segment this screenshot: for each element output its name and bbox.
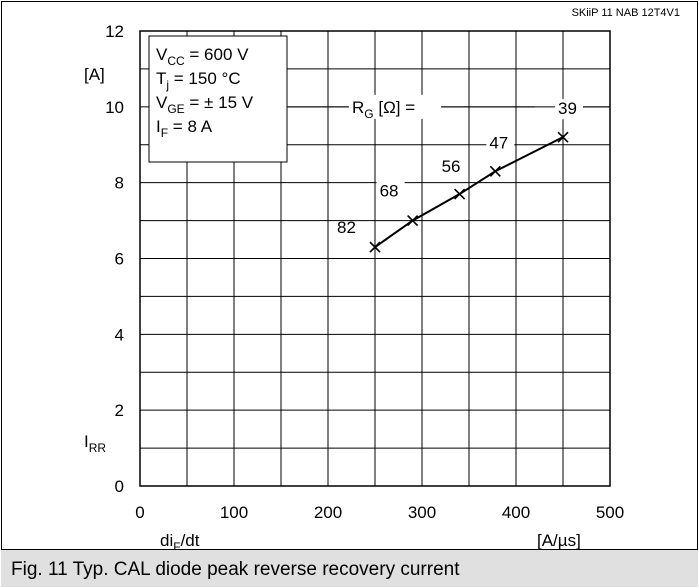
y-tick-label: 6 <box>115 250 124 269</box>
y-tick-label: 0 <box>115 477 124 496</box>
conditions-box-frame <box>148 35 288 163</box>
y-tick-label: 10 <box>105 98 124 117</box>
parameter-label-group: RG [Ω] = <box>288 94 610 121</box>
y-tick-label: 12 <box>105 22 124 41</box>
x-tick-label: 0 <box>135 503 144 522</box>
data-point-label: 82 <box>337 218 356 237</box>
param-label: RG [Ω] = <box>352 98 415 121</box>
y-axis-label: IRR <box>84 432 106 455</box>
data-point-marker <box>407 215 419 227</box>
figure-caption: Fig. 11 Typ. CAL diode peak reverse reco… <box>11 559 460 580</box>
data-point-label: 56 <box>442 157 461 176</box>
data-point-marker <box>369 241 381 253</box>
data-point-label: 47 <box>489 133 508 152</box>
data-label-bg <box>555 99 583 120</box>
x-tick-label: 100 <box>220 503 248 522</box>
condition-line: VCC = 600 V <box>156 45 249 68</box>
data-label-bg <box>376 181 405 202</box>
x-axis-unit: [A/µs] <box>537 531 581 549</box>
x-tick-label: 500 <box>596 503 624 522</box>
y-tick-label: 2 <box>115 401 124 420</box>
condition-line: Tj = 150 °C <box>156 69 241 92</box>
data-point-label: 39 <box>558 99 577 118</box>
condition-line: IF = 8 A <box>156 117 213 140</box>
plot-border <box>139 30 611 487</box>
data-point-label: 68 <box>380 182 399 201</box>
plot-area-border <box>139 30 611 487</box>
series-group: 82 68 56 47 39 <box>337 99 583 253</box>
data-label-bg <box>438 157 467 178</box>
data-point-marker <box>454 188 466 200</box>
data-point-marker <box>489 165 501 177</box>
header-code: SKiiP 11 NAB 12T4V1 <box>572 7 680 19</box>
x-tick-label: 200 <box>314 503 342 522</box>
x-tick-label: 400 <box>502 503 530 522</box>
data-point-marker <box>557 131 569 143</box>
y-axis-unit: [A] <box>84 65 105 84</box>
axis-labels: SKiiP 11 NAB 12T4V1 [A] IRR diF/dt [A/µs… <box>84 7 680 549</box>
condition-line: VGE = ± 15 V <box>156 93 254 116</box>
caption-bar: Fig. 11 Typ. CAL diode peak reverse reco… <box>1 549 698 587</box>
data-label-bg <box>486 133 515 154</box>
x-axis-label: diF/dt <box>160 531 200 549</box>
y-tick-label: 4 <box>115 325 124 344</box>
y-tick-label: 8 <box>115 174 124 193</box>
param-label-bg <box>349 94 441 119</box>
x-tick-label: 300 <box>408 503 436 522</box>
